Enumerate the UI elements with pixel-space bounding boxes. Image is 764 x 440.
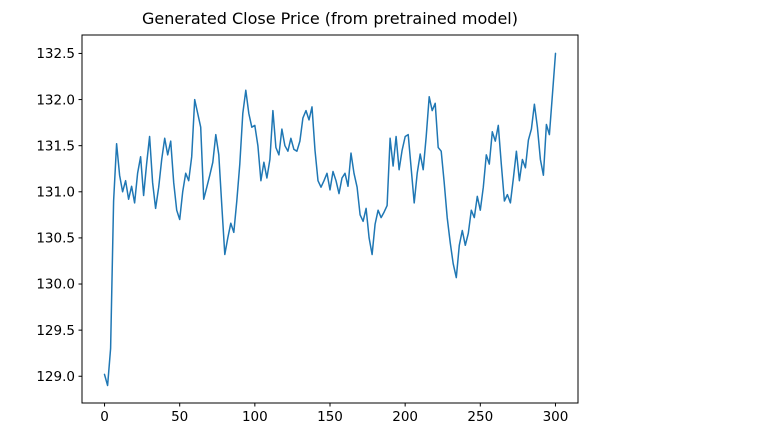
y-tick-label: 130.0	[36, 277, 75, 293]
y-tick-label: 129.5	[36, 323, 75, 339]
x-tick-label: 250	[467, 409, 493, 425]
price-line-series	[103, 52, 557, 387]
x-tick-label: 300	[543, 409, 569, 425]
y-tick-label: 129.0	[36, 369, 75, 385]
x-tick-label: 50	[171, 409, 188, 425]
y-tick-label: 130.5	[36, 231, 75, 247]
x-tick-label: 0	[100, 409, 109, 425]
y-tick-label: 132.5	[36, 46, 75, 62]
y-tick-label: 131.0	[36, 184, 75, 200]
x-axis: 0 50 100 150 200 250 300	[100, 403, 568, 425]
y-axis: 129.0 129.5 130.0 130.5 131.0 131.5 132.0 132.5	[36, 46, 82, 385]
x-tick-label: 150	[317, 409, 343, 425]
chart-title: Generated Close Price (from pretrained m…	[142, 9, 518, 28]
y-tick-label: 132.0	[36, 92, 75, 108]
axes-spines	[81, 34, 579, 404]
x-tick-label: 100	[242, 409, 268, 425]
x-tick-label: 200	[392, 409, 418, 425]
y-tick-label: 131.5	[36, 138, 75, 154]
